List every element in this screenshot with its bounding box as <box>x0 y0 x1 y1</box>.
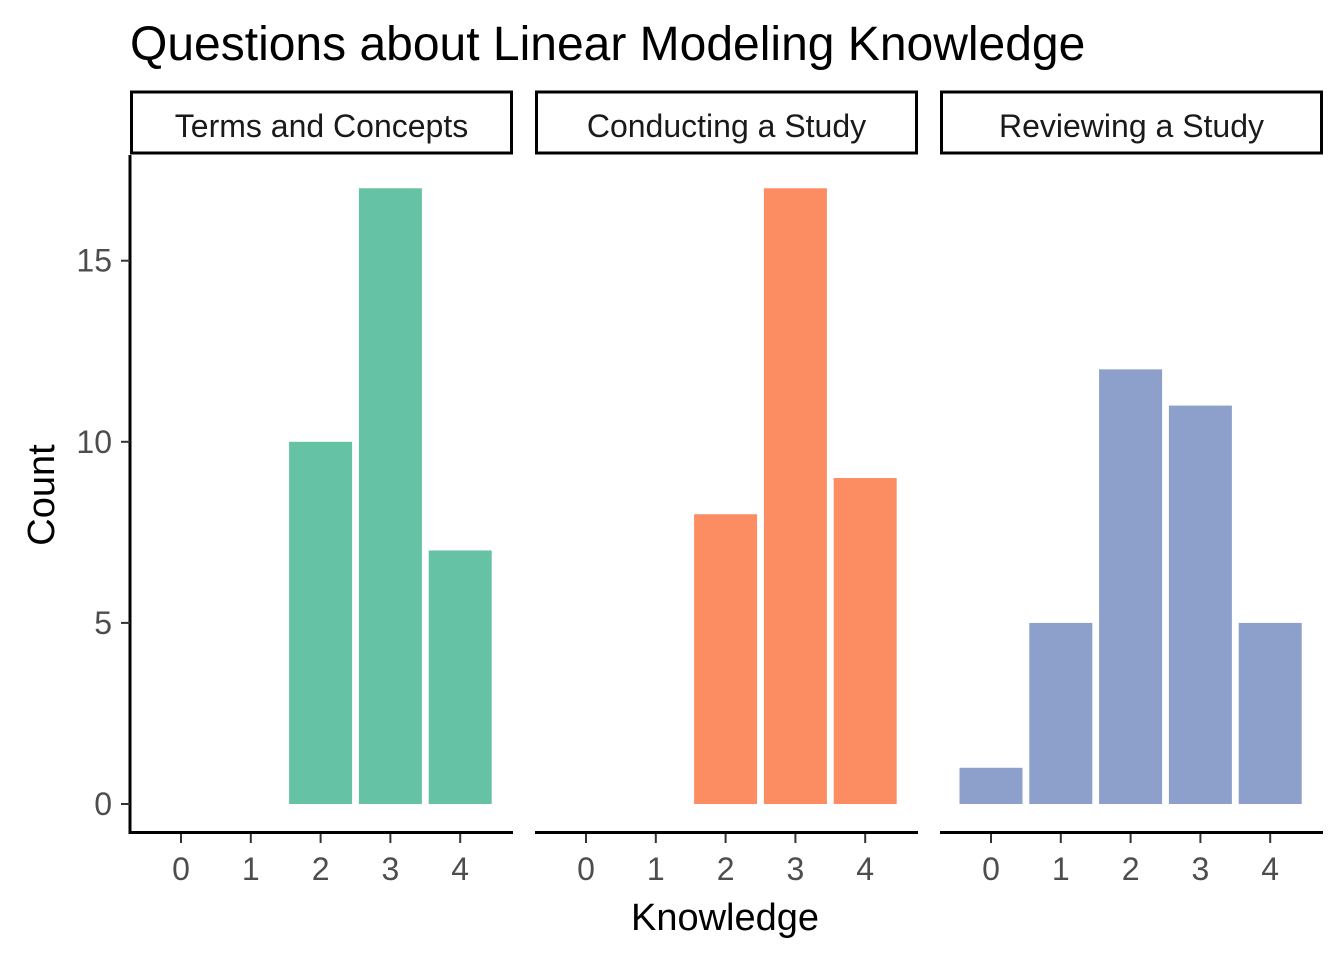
bar <box>1099 369 1163 804</box>
bar <box>358 188 422 804</box>
bar <box>1168 405 1232 804</box>
panel: Reviewing a Study 0 1 2 3 4 <box>940 90 1323 887</box>
x-tick-label: 1 <box>242 851 260 887</box>
x-tick-label: 4 <box>856 851 874 887</box>
x-tick-label: 2 <box>717 851 735 887</box>
x-tick-label: 4 <box>1261 851 1279 887</box>
y-tick-label: 0 <box>94 786 112 822</box>
chart-title: Questions about Linear Modeling Knowledg… <box>130 18 1085 71</box>
x-tick-label: 1 <box>1052 851 1070 887</box>
bar <box>1029 622 1093 804</box>
y-tick-label: 15 <box>76 243 112 279</box>
y-axis-title: Count <box>21 444 63 546</box>
x-tick-label: 0 <box>577 851 595 887</box>
x-tick-label: 0 <box>982 851 1000 887</box>
x-tick-label: 2 <box>1122 851 1140 887</box>
bar <box>289 441 353 804</box>
x-tick-label: 2 <box>312 851 330 887</box>
x-tick-label: 0 <box>172 851 190 887</box>
x-tick-label: 4 <box>451 851 469 887</box>
bar <box>694 514 758 804</box>
bar <box>763 188 827 804</box>
y-axis-ticks: 0 5 10 15 <box>76 243 130 822</box>
bar <box>428 550 492 804</box>
panel: Terms and Concepts 0 1 2 3 4 <box>130 90 513 887</box>
bar <box>1238 622 1302 804</box>
bar <box>959 767 1023 804</box>
x-tick-label: 1 <box>647 851 665 887</box>
strip-box <box>940 90 1323 155</box>
strip-label: Terms and Concepts <box>175 108 468 144</box>
x-tick-label: 3 <box>382 851 400 887</box>
strip-label: Conducting a Study <box>587 108 866 144</box>
strip-label: Reviewing a Study <box>999 108 1264 144</box>
y-tick-label: 10 <box>76 424 112 460</box>
bar <box>833 478 897 804</box>
panel: Conducting a Study 0 1 2 3 4 <box>535 90 918 887</box>
x-tick-label: 3 <box>1192 851 1210 887</box>
x-tick-label: 3 <box>787 851 805 887</box>
y-tick-label: 5 <box>94 605 112 641</box>
x-axis-title: Knowledge <box>631 897 819 939</box>
strip-box <box>535 90 918 155</box>
strip-box <box>130 90 513 155</box>
